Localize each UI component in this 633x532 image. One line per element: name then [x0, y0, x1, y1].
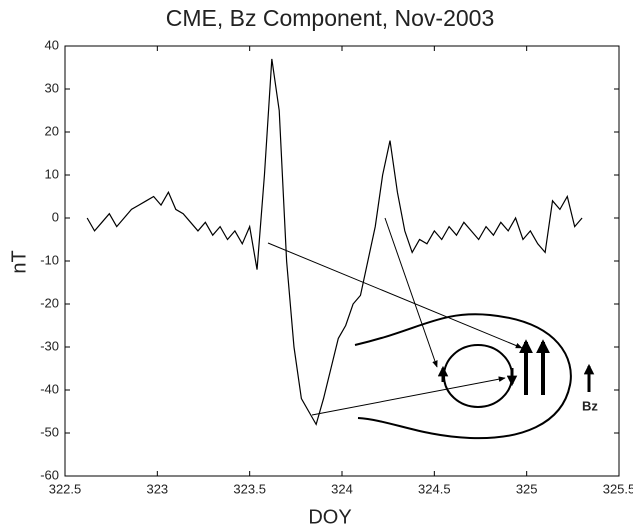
- pointer-arrow: [267, 242, 523, 349]
- y-tick-label: -30: [40, 338, 59, 353]
- pointer-arrow: [311, 376, 506, 416]
- plot-frame: [64, 45, 620, 477]
- x-tick-label: 323: [146, 481, 168, 496]
- y-tick-label: -20: [40, 295, 59, 310]
- y-tick-label: -10: [40, 252, 59, 267]
- plot-area: -60 -50 -40 -30 -20 -10 0 10 20 30 40 322.5 323 323.5…: [40, 37, 633, 496]
- y-tick-label: -60: [40, 467, 59, 482]
- y-tick-label: -40: [40, 381, 59, 396]
- chart-title: CME, Bz Component, Nov-2003: [166, 5, 495, 31]
- y-tick-label: 10: [45, 166, 59, 181]
- x-axis-label: DOY: [308, 506, 351, 528]
- y-tick-label: -50: [40, 424, 59, 439]
- y-tick-label: 20: [45, 123, 59, 138]
- y-tick-label: 30: [45, 80, 59, 95]
- flux-rope-diagram: [267, 217, 595, 440]
- inner-loop: [443, 344, 513, 408]
- x-tick-label: 323.5: [233, 481, 266, 496]
- y-tick-label: 40: [45, 37, 59, 52]
- y-axis-label: nT: [8, 250, 30, 273]
- pointer-arrow: [384, 217, 438, 368]
- x-tick-label: 325: [516, 481, 538, 496]
- x-tick-label: 322.5: [49, 481, 82, 496]
- data-line: [86, 58, 583, 426]
- y-tick-label: 0: [52, 209, 59, 224]
- x-tick-label: 325.5: [603, 481, 633, 496]
- x-tick-label: 324: [331, 481, 353, 496]
- x-tick-label: 324.5: [418, 481, 451, 496]
- outer-loop: [354, 313, 572, 440]
- annotation: Bz: [582, 398, 598, 413]
